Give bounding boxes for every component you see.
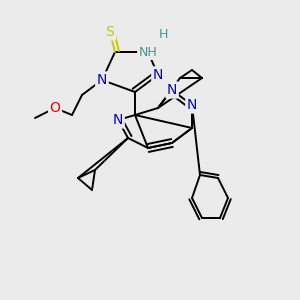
Text: NH: NH <box>139 46 158 59</box>
Text: N: N <box>113 113 123 127</box>
Text: N: N <box>153 68 163 82</box>
Text: O: O <box>50 101 60 115</box>
Text: H: H <box>158 28 168 41</box>
Text: N: N <box>167 83 177 97</box>
Text: N: N <box>97 73 107 87</box>
Text: N: N <box>187 98 197 112</box>
Text: S: S <box>106 25 114 39</box>
